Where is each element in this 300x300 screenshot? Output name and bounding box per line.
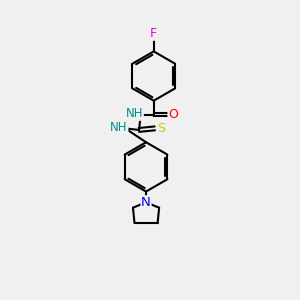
Text: NH: NH	[110, 121, 128, 134]
Text: F: F	[150, 27, 157, 40]
Text: N: N	[141, 196, 151, 209]
Text: NH: NH	[126, 107, 143, 120]
Text: O: O	[168, 108, 178, 121]
Text: S: S	[157, 122, 165, 135]
